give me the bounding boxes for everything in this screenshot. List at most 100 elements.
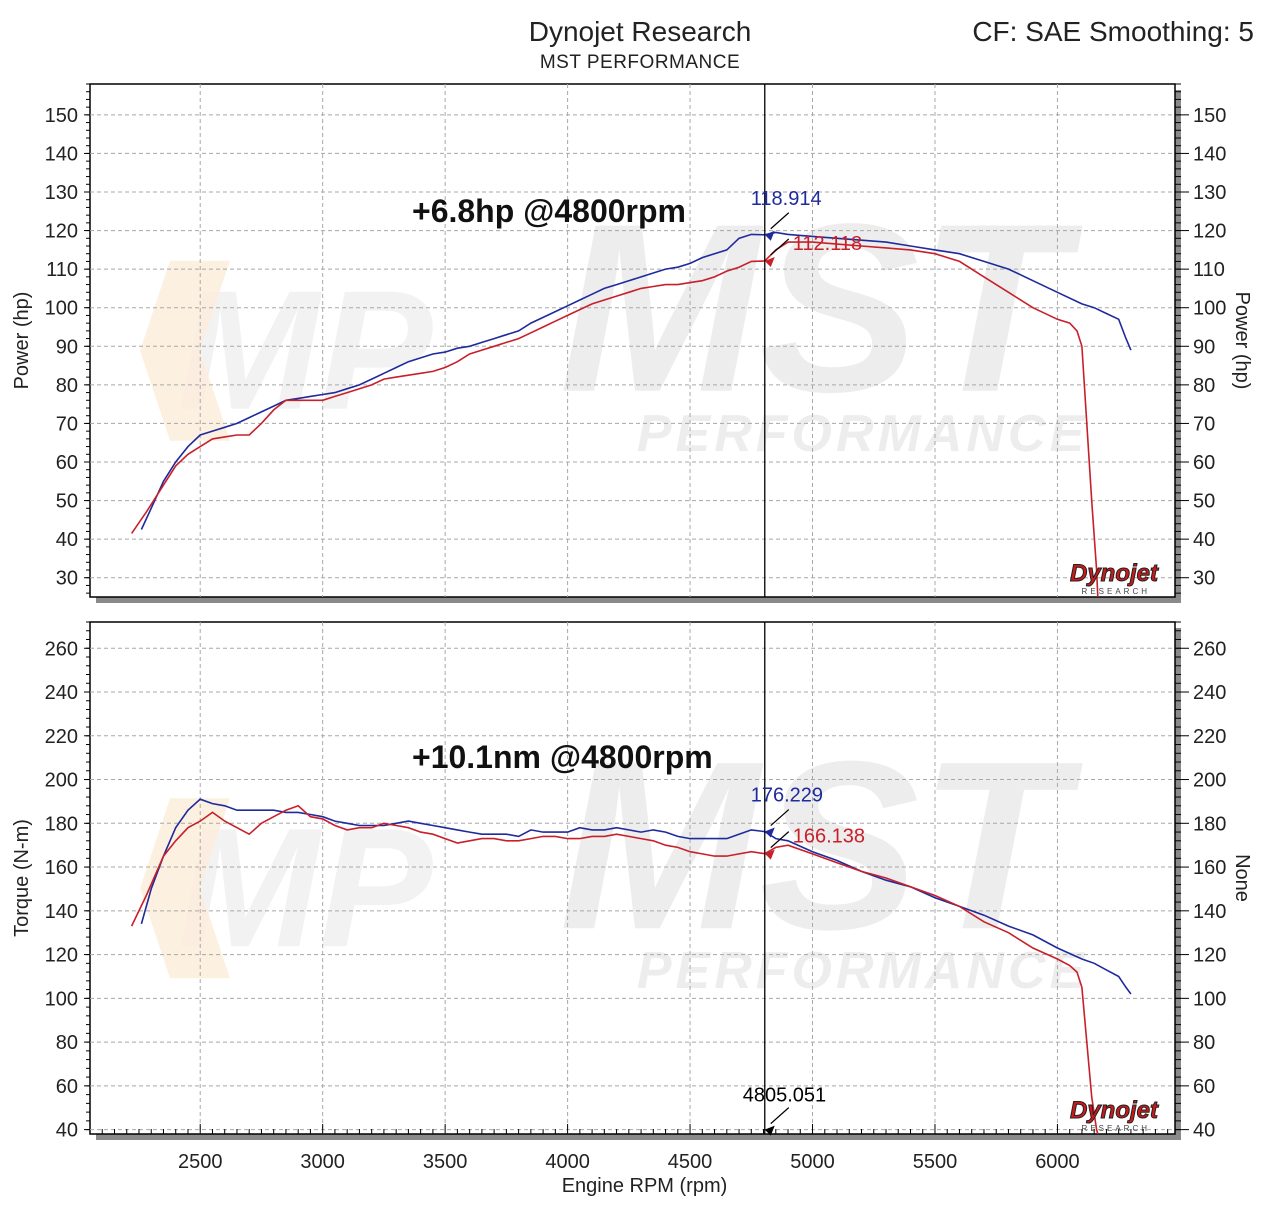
x-tick-label: 4000	[545, 1151, 590, 1173]
y-tick-label-right: 220	[1193, 726, 1226, 748]
watermark-subtext: PERFORMANCE	[637, 942, 1088, 1000]
y-axis-label: Power (hp)	[11, 292, 33, 390]
dynojet-logo-subtext: RESEARCH	[1082, 587, 1150, 596]
y-tick-label: 90	[56, 336, 78, 358]
y-tick-label-right: 120	[1193, 221, 1226, 243]
marker-arrow-blue	[764, 230, 775, 241]
y-tick-label-right: 40	[1193, 1120, 1215, 1142]
y-tick-label-right: 140	[1193, 901, 1226, 923]
marker-arrow-blue	[764, 827, 775, 838]
y-axis-label: Torque (N-m)	[11, 819, 33, 937]
chart-title: Dynojet Research	[528, 16, 752, 47]
y-tick-label: 70	[56, 413, 78, 435]
y-tick-label-right: 90	[1193, 336, 1215, 358]
y-tick-label: 140	[45, 143, 78, 165]
y-tick-label-right: 240	[1193, 682, 1226, 704]
y-tick-label: 110	[46, 259, 78, 281]
marker-arrow-cursor	[764, 1125, 775, 1136]
y-tick-label-right: 50	[1193, 491, 1215, 513]
y-tick-label-right: 130	[1193, 182, 1226, 204]
marker-label-blue: 176.229	[751, 785, 823, 807]
y-tick-label-right: 100	[1193, 298, 1226, 320]
marker-leader	[770, 831, 790, 849]
y-tick-label: 80	[56, 1032, 78, 1054]
x-tick-label: 5500	[913, 1151, 958, 1173]
watermark-subtext: PERFORMANCE	[637, 405, 1088, 463]
y-tick-label: 60	[56, 1076, 78, 1098]
marker-label-blue: 118.914	[751, 188, 822, 210]
y-tick-label-right: 260	[1193, 638, 1226, 660]
y-tick-label-right: 60	[1193, 1076, 1215, 1098]
marker-label-red: 166.138	[793, 826, 865, 848]
marker-leader	[770, 1107, 790, 1125]
watermark-chevron	[140, 260, 230, 441]
y-tick-label: 160	[45, 857, 78, 879]
dynojet-logo-text: Dynojet	[1070, 1097, 1159, 1124]
marker-arrow-red	[764, 256, 775, 267]
gain-annotation: +10.1nm @4800rpm	[412, 739, 713, 775]
marker-label-red: 112.118	[793, 233, 862, 255]
x-tick-label: 5000	[790, 1151, 835, 1173]
x-tick-label: 3500	[423, 1151, 468, 1173]
y-tick-label: 120	[45, 945, 78, 967]
y-tick-label: 40	[56, 1120, 78, 1142]
y-tick-label: 180	[45, 813, 78, 835]
y-tick-label: 30	[56, 568, 78, 590]
y-axis-label-right: None	[1231, 854, 1253, 902]
x-tick-label: 2500	[178, 1151, 223, 1173]
dynojet-logo-subtext: RESEARCH	[1082, 1124, 1150, 1133]
y-tick-label: 140	[45, 901, 78, 923]
y-axis-label-right: Power (hp)	[1231, 292, 1253, 390]
y-tick-label-right: 200	[1193, 770, 1226, 792]
y-tick-label-right: 80	[1193, 375, 1215, 397]
y-tick-label: 50	[56, 491, 78, 513]
y-tick-label: 60	[56, 452, 78, 474]
series-line-red	[130, 241, 1099, 598]
x-axis-label: Engine RPM (rpm)	[562, 1175, 728, 1197]
y-tick-label-right: 80	[1193, 1032, 1215, 1054]
x-tick-label: 3000	[300, 1151, 345, 1173]
y-tick-label-right: 30	[1193, 568, 1215, 590]
y-tick-label: 240	[45, 682, 78, 704]
gain-annotation: +6.8hp @4800rpm	[412, 193, 686, 229]
marker-leader	[770, 238, 790, 256]
dynojet-logo-text: Dynojet	[1070, 560, 1159, 587]
y-tick-label-right: 110	[1193, 259, 1225, 281]
y-tick-label: 40	[56, 529, 78, 551]
marker-label-cursor: 4805.051	[743, 1085, 826, 1107]
marker-leader	[770, 809, 790, 826]
x-tick-label: 6000	[1035, 1151, 1080, 1173]
y-tick-label: 100	[45, 988, 78, 1010]
y-tick-label-right: 140	[1193, 143, 1226, 165]
y-tick-label-right: 160	[1193, 857, 1226, 879]
y-tick-label: 260	[45, 638, 78, 660]
series-line-blue	[140, 231, 1132, 530]
x-tick-label: 4500	[668, 1151, 713, 1173]
watermark-chevron	[140, 798, 230, 979]
y-tick-label-right: 40	[1193, 529, 1215, 551]
y-tick-label: 220	[45, 726, 78, 748]
watermark-text: MST	[559, 711, 1083, 979]
y-tick-label: 100	[45, 298, 78, 320]
y-tick-label: 120	[45, 221, 78, 243]
y-tick-label: 80	[56, 375, 78, 397]
y-tick-label-right: 150	[1193, 105, 1226, 127]
y-tick-label: 200	[45, 770, 78, 792]
correction-factor-label: CF: SAE Smoothing: 5	[972, 16, 1254, 47]
y-tick-label-right: 100	[1193, 988, 1226, 1010]
marker-arrow-red	[764, 849, 775, 860]
y-tick-label-right: 60	[1193, 452, 1215, 474]
series-line-red	[130, 804, 1099, 1135]
y-tick-label-right: 70	[1193, 413, 1215, 435]
watermark-badge: MP	[178, 256, 434, 446]
plot-area	[89, 621, 1176, 1135]
y-tick-label: 150	[45, 105, 78, 127]
plot-area	[89, 83, 1176, 598]
y-tick-label-right: 120	[1193, 945, 1226, 967]
y-tick-label-right: 180	[1193, 813, 1226, 835]
power-panel: MPMSTPERFORMANCE303040405050606070708080…	[11, 83, 1253, 603]
